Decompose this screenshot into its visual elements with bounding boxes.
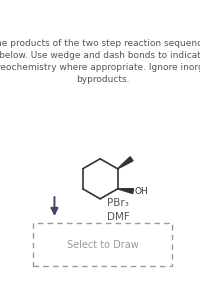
Polygon shape <box>118 157 133 169</box>
Text: OH: OH <box>134 187 148 196</box>
Text: Draw the products of the two step reaction sequence shown
below. Use wedge and d: Draw the products of the two step reacti… <box>0 39 200 84</box>
Text: PBr₃: PBr₃ <box>107 198 129 208</box>
Polygon shape <box>118 189 133 194</box>
Text: Select to Draw: Select to Draw <box>67 240 138 250</box>
Text: DMF: DMF <box>107 212 129 222</box>
